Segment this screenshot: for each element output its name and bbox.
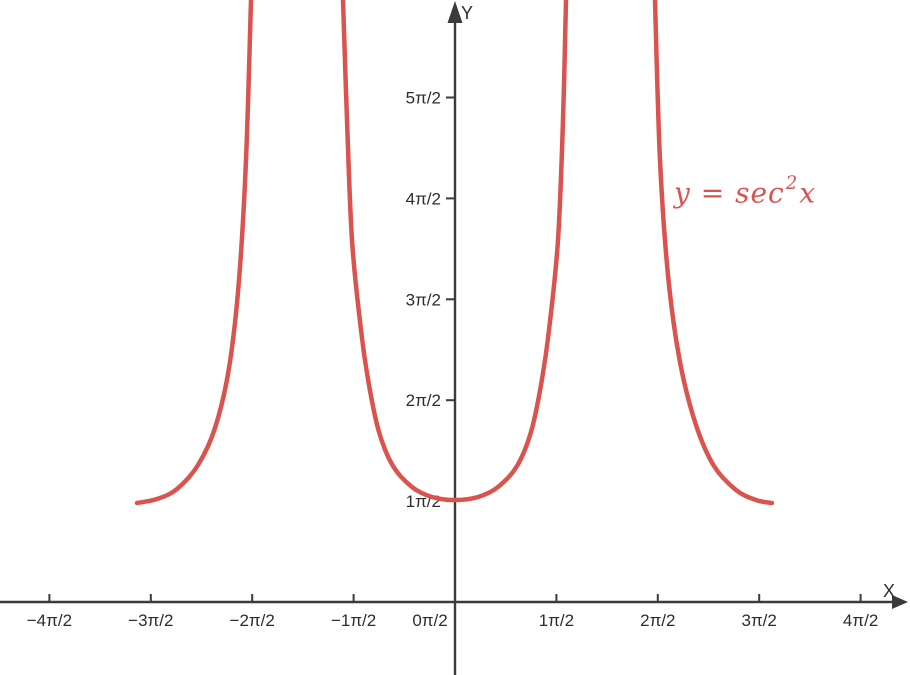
x-tick-label: 2π/2 (640, 611, 675, 630)
sec2x-curve-branch (134, 0, 254, 506)
equation-exponent: 2 (785, 173, 799, 195)
x-tick-label: −2π/2 (230, 611, 275, 630)
sec2x-curve-branch (340, 0, 569, 503)
sec2x-curve-branch (652, 0, 775, 506)
y-axis-label: Y (461, 3, 473, 23)
x-tick-label: 1π/2 (539, 611, 574, 630)
x-tick-label: 0π/2 (412, 611, 447, 630)
x-axis-label: X (883, 581, 895, 601)
y-axis-arrow-icon (447, 1, 463, 23)
x-tick-label: 4π/2 (843, 611, 878, 630)
x-axis-ticks: −4π/2 −3π/2 −2π/2 −1π/2 0π/2 1π/2 2π/2 3π/2 4π/2 (27, 594, 878, 630)
y-tick-label: 4π/2 (406, 189, 441, 208)
sec-squared-curve (134, 0, 775, 506)
equation-lhs: y = sec (674, 176, 785, 210)
x-axis-arrow-icon (892, 595, 908, 609)
x-tick-label: 3π/2 (742, 611, 777, 630)
y-tick-label: 2π/2 (406, 391, 441, 410)
x-tick-label: −1π/2 (331, 611, 376, 630)
equation-rhs: x (799, 176, 817, 210)
y-axis-ticks: 1π/22π/23π/24π/25π/2 (406, 89, 454, 511)
x-tick-label: −4π/2 (27, 611, 72, 630)
y-tick-label: 5π/2 (406, 89, 441, 108)
equation-label: y = sec2x (674, 173, 817, 210)
x-tick-label: −3π/2 (128, 611, 173, 630)
y-tick-label: 3π/2 (406, 290, 441, 309)
